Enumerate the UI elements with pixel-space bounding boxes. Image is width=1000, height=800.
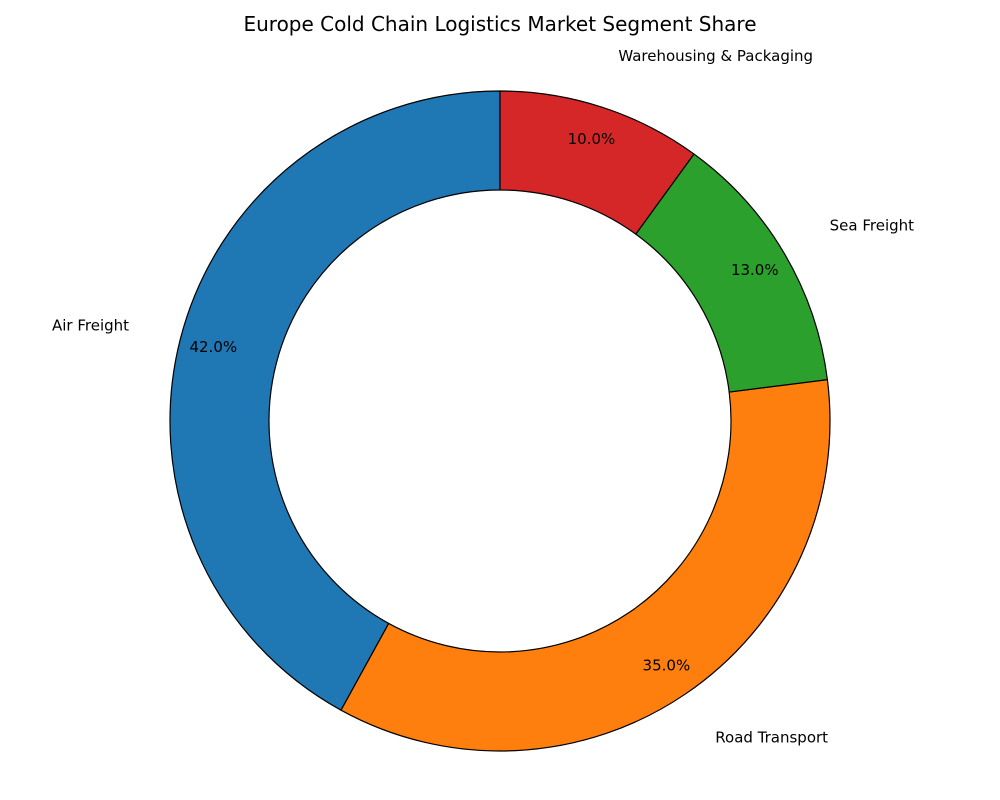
chart-title: Europe Cold Chain Logistics Market Segme… (243, 12, 756, 36)
value-label-sea-freight: 13.0% (731, 261, 779, 279)
category-label-air-freight: Air Freight (52, 316, 129, 334)
value-label-warehousing-and-packaging: 10.0% (568, 130, 616, 148)
category-label-warehousing-and-packaging: Warehousing & Packaging (618, 47, 813, 65)
category-label-road-transport: Road Transport (715, 728, 828, 746)
donut-labels: 42.0% Air Freight 35.0% Road Transport 13.0%… (52, 47, 914, 746)
value-label-air-freight: 42.0% (189, 338, 237, 356)
wedge-road-transport (340, 379, 831, 752)
wedge-air-freight (169, 90, 501, 711)
wedge-warehousing-and-packaging (499, 90, 695, 235)
donut-wedges (169, 90, 831, 752)
category-label-sea-freight: Sea Freight (830, 217, 915, 235)
value-label-road-transport: 35.0% (643, 656, 691, 674)
